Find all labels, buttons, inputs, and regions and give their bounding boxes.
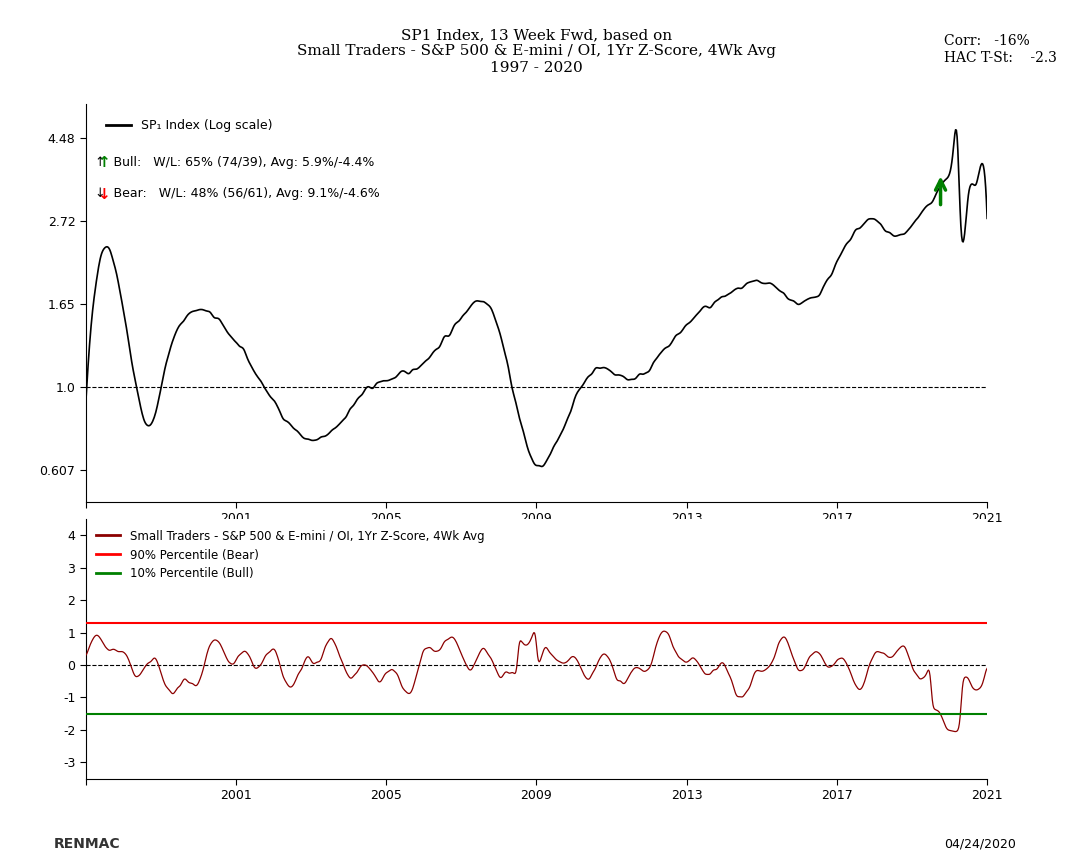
- Text: ↓  Bear:   W/L: 48% (56/61), Avg: 9.1%/-4.6%: ↓ Bear: W/L: 48% (56/61), Avg: 9.1%/-4.6…: [94, 188, 380, 201]
- Text: 1997 - 2020: 1997 - 2020: [490, 61, 583, 74]
- Text: Corr:   -16%: Corr: -16%: [944, 34, 1030, 48]
- Text: HAC T-St:    -2.3: HAC T-St: -2.3: [944, 51, 1057, 65]
- Text: 04/24/2020: 04/24/2020: [944, 837, 1016, 850]
- Legend: SP₁ Index (Log scale): SP₁ Index (Log scale): [101, 114, 278, 137]
- Legend: Small Traders - S&P 500 & E-mini / OI, 1Yr Z-Score, 4Wk Avg, 90% Percentile (Bea: Small Traders - S&P 500 & E-mini / OI, 1…: [92, 525, 489, 585]
- Text: RENMAC: RENMAC: [54, 836, 120, 850]
- Text: ↑  Bull:   W/L: 65% (74/39), Avg: 5.9%/-4.4%: ↑ Bull: W/L: 65% (74/39), Avg: 5.9%/-4.4…: [94, 156, 374, 169]
- Text: SP1 Index, 13 Week Fwd, based on: SP1 Index, 13 Week Fwd, based on: [401, 28, 672, 42]
- Text: ↑: ↑: [97, 155, 109, 170]
- Text: Small Traders - S&P 500 & E-mini / OI, 1Yr Z-Score, 4Wk Avg: Small Traders - S&P 500 & E-mini / OI, 1…: [297, 44, 776, 58]
- Text: ↓: ↓: [97, 187, 109, 202]
